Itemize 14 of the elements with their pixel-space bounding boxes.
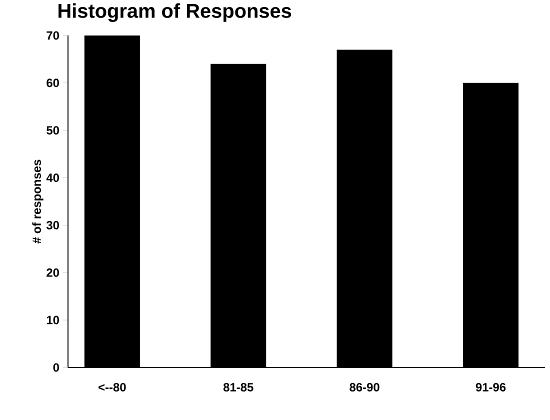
y-tick-label: 0 bbox=[53, 363, 59, 372]
y-axis-title: # of responses bbox=[32, 160, 44, 244]
x-tick-label: 81-85 bbox=[223, 382, 254, 392]
x-tick-label: <--80 bbox=[98, 382, 126, 392]
y-tick-label: 10 bbox=[46, 316, 59, 324]
x-tick-label: 91-96 bbox=[476, 382, 506, 392]
y-tick-label: 30 bbox=[46, 220, 59, 230]
chart-title: Histogram of Responses bbox=[58, 3, 292, 22]
x-tick-label: 86-90 bbox=[350, 382, 380, 392]
y-tick-label: 20 bbox=[46, 268, 59, 277]
y-tick-label: 40 bbox=[46, 173, 59, 182]
y-tick-label: 50 bbox=[46, 126, 59, 134]
y-tick-label: 60 bbox=[46, 78, 59, 87]
y-tick-label: 70 bbox=[46, 31, 59, 40]
